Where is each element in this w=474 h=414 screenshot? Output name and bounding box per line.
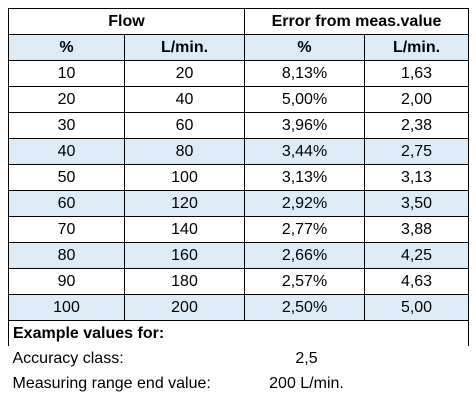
- measuring-range-value: 200 L/min.: [244, 371, 365, 396]
- flow-lmin-cell: 60: [124, 112, 245, 139]
- flow-lmin-cell: 20: [124, 60, 245, 87]
- error-percent-cell: 3,96%: [244, 112, 365, 139]
- error-percent-cell: 2,57%: [244, 268, 365, 295]
- flow-percent-cell: 10: [8, 60, 125, 87]
- table-row: 100 200 2,50% 5,00: [8, 294, 470, 321]
- error-lmin-cell: 2,38: [363, 112, 470, 139]
- table-row: 30 60 3,96% 2,38: [8, 112, 470, 139]
- accuracy-class-label: Accuracy class:: [8, 346, 245, 371]
- flow-error-table-container: Flow Error from meas.value % L/min. % L/…: [7, 8, 470, 396]
- flow-error-table: Flow Error from meas.value % L/min. % L/…: [7, 8, 470, 396]
- flow-lmin-cell: 140: [124, 216, 245, 243]
- example-values-title-row: Example values for:: [7, 320, 470, 346]
- table-row: 60 120 2,92% 3,50: [8, 190, 470, 217]
- flow-percent-cell: 90: [8, 268, 125, 295]
- error-percent-cell: 2,50%: [244, 294, 365, 321]
- measuring-range-row: Measuring range end value: 200 L/min.: [8, 371, 469, 396]
- flow-lmin-cell: 200: [124, 294, 245, 321]
- example-values-title: Example values for:: [7, 320, 470, 346]
- table-row: 20 40 5,00% 2,00: [8, 86, 470, 113]
- flow-lmin-cell: 80: [124, 138, 245, 165]
- flow-percent-cell: 70: [8, 216, 125, 243]
- flow-percent-header: %: [8, 34, 125, 61]
- measuring-range-label: Measuring range end value:: [8, 371, 245, 396]
- table-row: 50 100 3,13% 3,13: [8, 164, 470, 191]
- flow-group-header: Flow: [8, 8, 245, 35]
- table-row: 90 180 2,57% 4,63: [8, 268, 470, 295]
- error-percent-cell: 3,44%: [244, 138, 365, 165]
- error-lmin-cell: 3,13: [363, 164, 470, 191]
- error-lmin-cell: 3,50: [363, 190, 470, 217]
- error-lmin-cell: 2,75: [363, 138, 470, 165]
- flow-lmin-cell: 160: [124, 242, 245, 269]
- sub-header-row: % L/min. % L/min.: [8, 34, 470, 61]
- accuracy-class-spacer: [364, 346, 469, 371]
- error-percent-header: %: [244, 34, 365, 61]
- flow-lmin-cell: 100: [124, 164, 245, 191]
- error-percent-cell: 2,92%: [244, 190, 365, 217]
- flow-lmin-cell: 120: [124, 190, 245, 217]
- flow-percent-cell: 80: [8, 242, 125, 269]
- error-percent-cell: 3,13%: [244, 164, 365, 191]
- error-percent-cell: 2,66%: [244, 242, 365, 269]
- flow-percent-cell: 40: [8, 138, 125, 165]
- measuring-range-spacer: [364, 371, 469, 396]
- table-row: 10 20 8,13% 1,63: [8, 60, 470, 87]
- error-group-header: Error from meas.value: [243, 8, 470, 35]
- error-percent-cell: 8,13%: [244, 60, 365, 87]
- table-row: 70 140 2,77% 3,88: [8, 216, 470, 243]
- error-lmin-cell: 4,63: [363, 268, 470, 295]
- flow-lmin-header: L/min.: [124, 34, 245, 61]
- error-lmin-cell: 2,00: [363, 86, 470, 113]
- flow-percent-cell: 100: [8, 294, 125, 321]
- error-percent-cell: 2,77%: [244, 216, 365, 243]
- accuracy-class-value: 2,5: [244, 346, 365, 371]
- flow-percent-cell: 50: [8, 164, 125, 191]
- table-row: 80 160 2,66% 4,25: [8, 242, 470, 269]
- flow-percent-cell: 60: [8, 190, 125, 217]
- flow-percent-cell: 20: [8, 86, 125, 113]
- error-lmin-cell: 5,00: [363, 294, 470, 321]
- error-lmin-cell: 1,63: [363, 60, 470, 87]
- error-percent-cell: 5,00%: [244, 86, 365, 113]
- error-lmin-cell: 4,25: [363, 242, 470, 269]
- flow-lmin-cell: 180: [124, 268, 245, 295]
- flow-percent-cell: 30: [8, 112, 125, 139]
- flow-lmin-cell: 40: [124, 86, 245, 113]
- group-header-row: Flow Error from meas.value: [8, 8, 470, 35]
- error-lmin-cell: 3,88: [363, 216, 470, 243]
- error-lmin-header: L/min.: [363, 34, 470, 61]
- table-row: 40 80 3,44% 2,75: [8, 138, 470, 165]
- accuracy-class-row: Accuracy class: 2,5: [8, 346, 469, 371]
